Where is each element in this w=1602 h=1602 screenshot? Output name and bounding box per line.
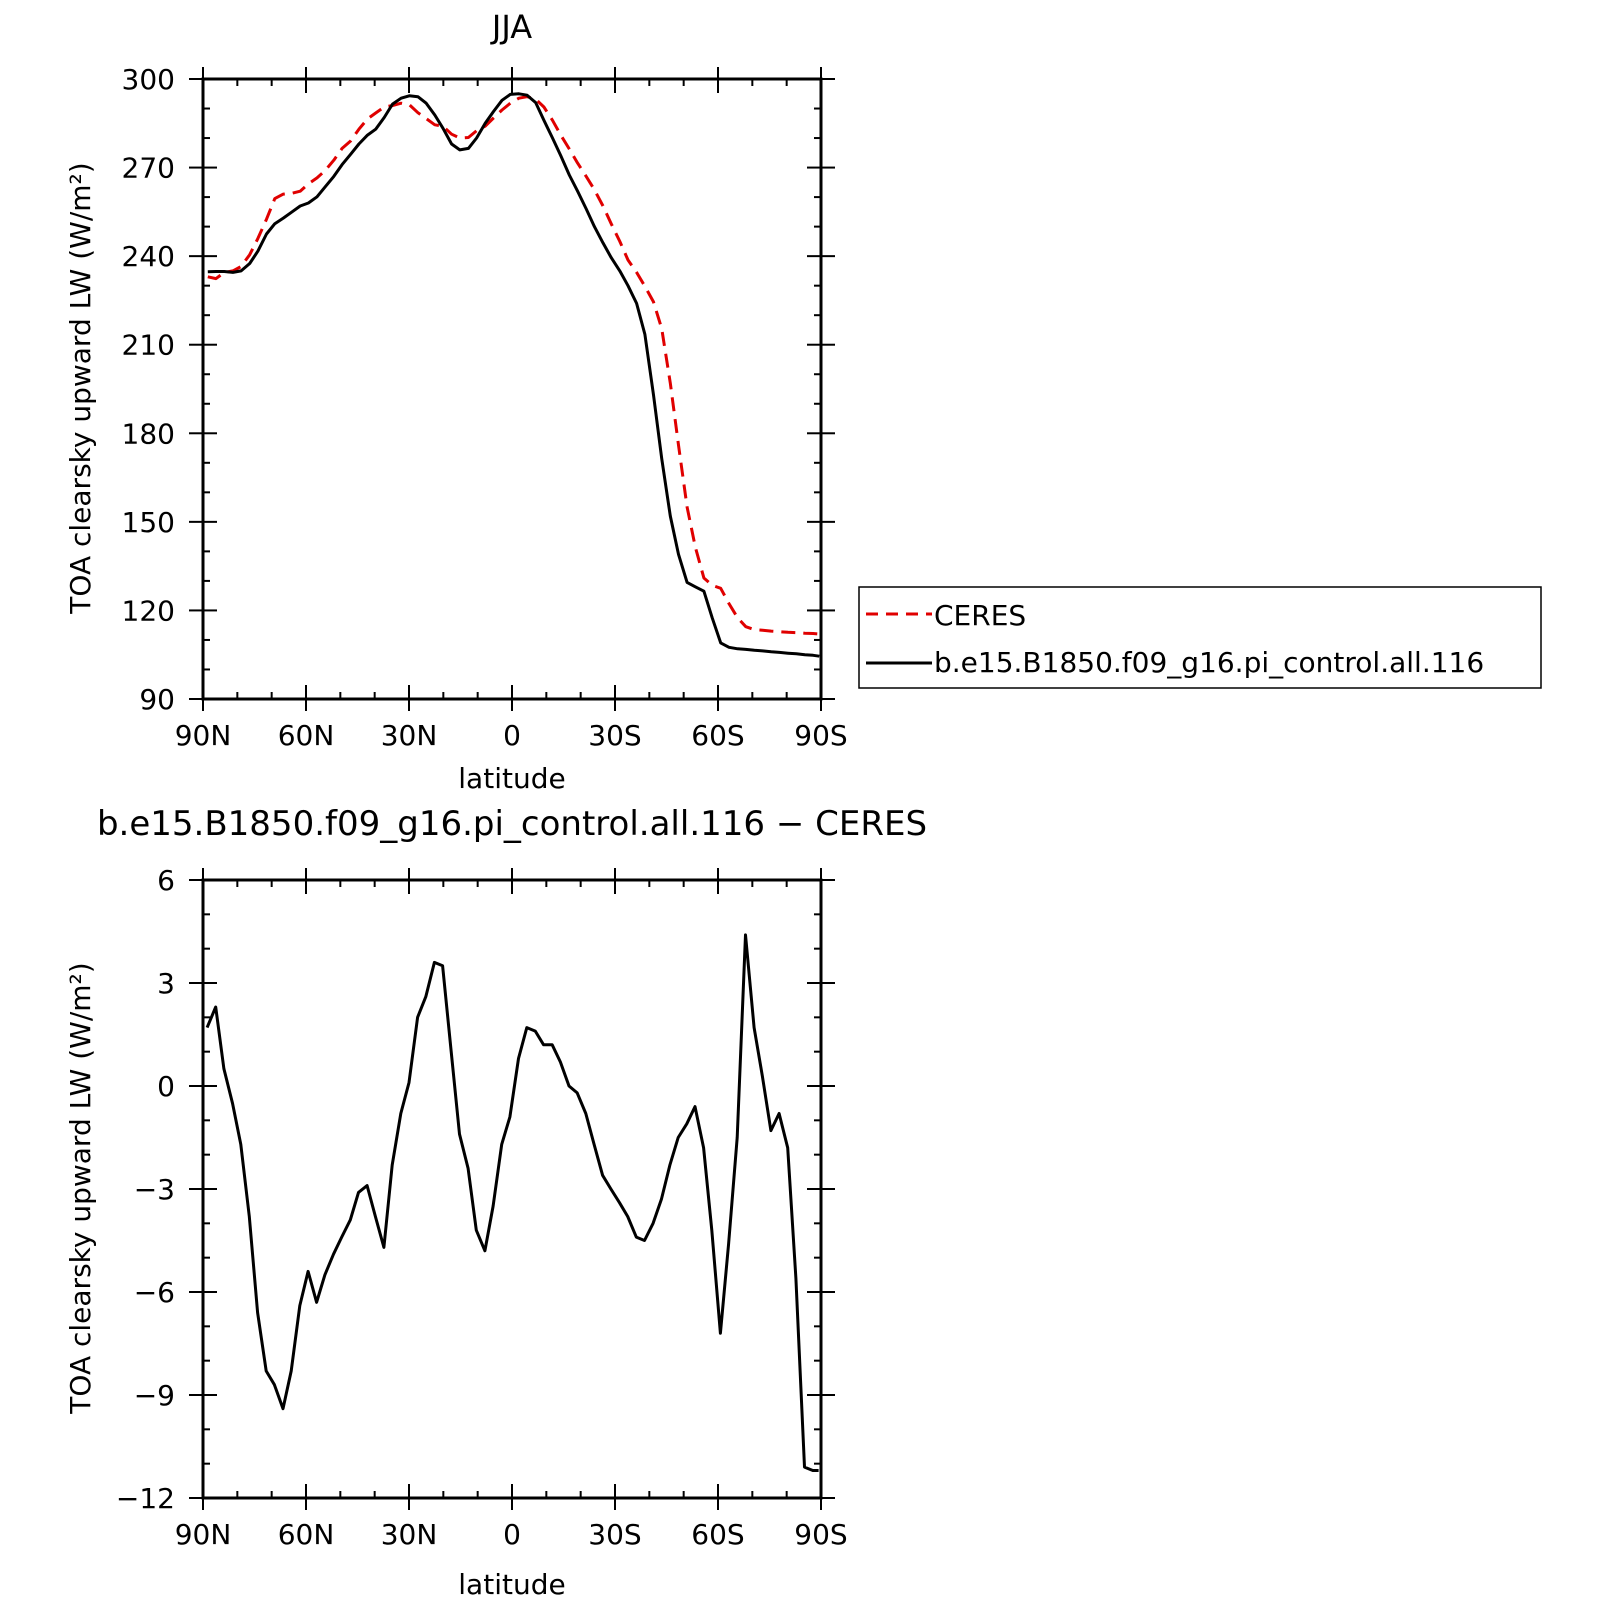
y-tick-label: 120 (122, 594, 175, 627)
top-chart-series (207, 92, 820, 658)
x-tick-label: 0 (503, 1518, 521, 1551)
y-tick-label: 150 (122, 506, 175, 539)
x-tick-label: 90S (794, 1518, 847, 1551)
y-tick-label: 90 (139, 683, 175, 716)
y-tick-label: 300 (122, 63, 175, 96)
x-tick-label: 30N (381, 719, 438, 752)
top-chart-title: JJA (490, 8, 532, 46)
legend-box (858, 586, 1542, 689)
x-tick-label: 60N (278, 719, 335, 752)
top-series-line-1 (207, 92, 820, 658)
top-chart: JJA latitude TOA clearsky upward LW (W/m… (64, 8, 848, 795)
y-tick-label: 6 (157, 864, 175, 897)
y-tick-label: 180 (122, 417, 175, 450)
bottom-chart-ticks: 90N 60N 30N 0 30S 60S 90S 6 3 0 −3 −6 −9 −12 (116, 864, 848, 1551)
x-tick-label: 60S (691, 719, 744, 752)
y-tick-label: −6 (134, 1276, 175, 1309)
legend-model-label: b.e15.B1850.f09_g16.pi_control.all.116 (934, 646, 1484, 679)
y-tick-label: 240 (122, 240, 175, 273)
legend-ceres-label: CERES (934, 599, 1026, 632)
y-tick-label: 270 (122, 152, 175, 185)
bottom-chart-ylabel: TOA clearsky upward LW (W/m²) (64, 962, 97, 1414)
top-series-line-0 (207, 95, 820, 636)
y-tick-label: 0 (157, 1070, 175, 1103)
x-tick-label: 30N (381, 1518, 438, 1551)
legend: CERES b.e15.B1850.f09_g16.pi_control.all… (858, 586, 1542, 689)
y-tick-label: −12 (116, 1482, 175, 1515)
x-tick-label: 60S (691, 1518, 744, 1551)
bottom-chart-xlabel: latitude (458, 1568, 565, 1601)
bottom-series-line-0 (205, 933, 819, 1472)
bottom-chart-series (205, 933, 819, 1472)
y-tick-label: 3 (157, 967, 175, 1000)
x-tick-label: 90N (175, 1518, 232, 1551)
top-chart-ticks: 90N 60N 30N 0 30S 60S 90S 90 120 150 180 210 240 270 3… (122, 63, 848, 752)
y-tick-label: 210 (122, 329, 175, 362)
top-chart-xlabel: latitude (458, 762, 565, 795)
bottom-chart-frame (201, 878, 823, 1500)
x-tick-label: 90N (175, 719, 232, 752)
top-chart-ylabel: TOA clearsky upward LW (W/m²) (64, 162, 97, 614)
x-tick-label: 30S (588, 1518, 641, 1551)
x-tick-label: 30S (588, 719, 641, 752)
x-tick-label: 60N (278, 1518, 335, 1551)
x-tick-label: 90S (794, 719, 847, 752)
x-tick-label: 0 (503, 719, 521, 752)
bottom-chart-title: b.e15.B1850.f09_g16.pi_control.all.116 −… (97, 804, 927, 844)
y-tick-label: −9 (134, 1379, 175, 1412)
bottom-chart: b.e15.B1850.f09_g16.pi_control.all.116 −… (64, 804, 927, 1601)
top-chart-frame (201, 77, 823, 701)
y-tick-label: −3 (134, 1173, 175, 1206)
